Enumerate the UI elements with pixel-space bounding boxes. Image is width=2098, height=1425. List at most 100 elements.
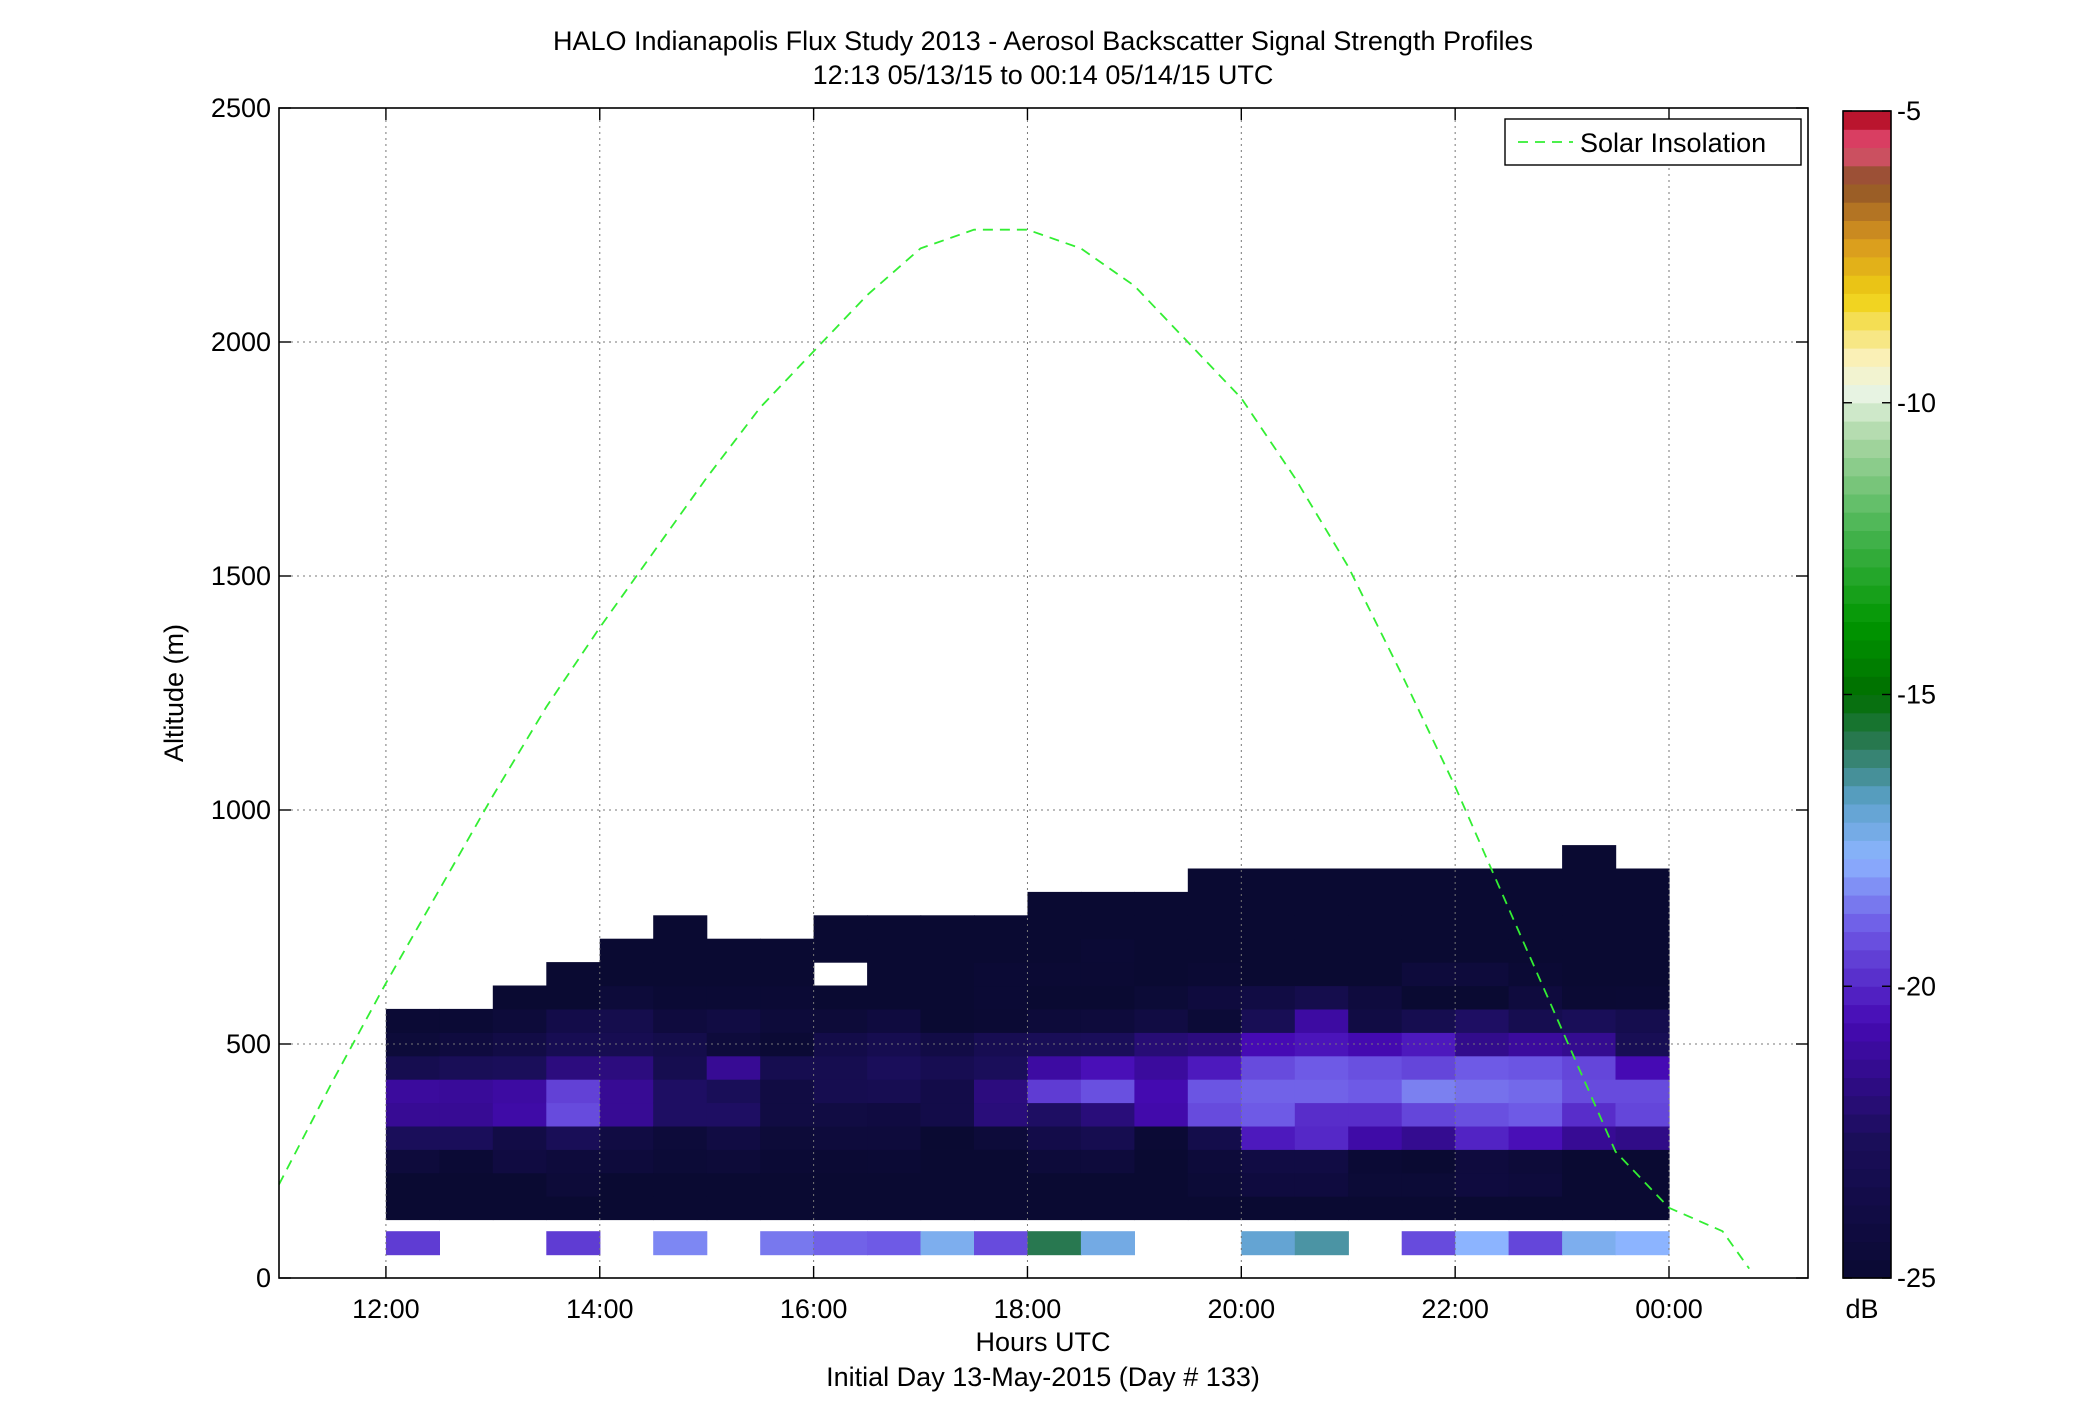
heatmap-cell	[1027, 891, 1082, 916]
heatmap-cell	[1455, 1149, 1510, 1174]
heatmap-cell	[1080, 1231, 1135, 1256]
heatmap-cell	[1615, 868, 1670, 893]
heatmap-cell	[439, 1125, 494, 1150]
heatmap-cell	[492, 1196, 547, 1221]
heatmap-cell	[1455, 891, 1510, 916]
heatmap-cell	[867, 985, 922, 1010]
heatmap-cell	[974, 1149, 1029, 1174]
heatmap-cell	[1134, 1008, 1189, 1033]
heatmap-cell	[492, 1079, 547, 1104]
heatmap-cell	[867, 962, 922, 987]
heatmap-cell	[1615, 1231, 1670, 1256]
colorbar-segment	[1843, 129, 1891, 148]
heatmap-cell	[706, 1172, 761, 1197]
heatmap-cell	[1134, 915, 1189, 940]
heatmap-cell	[1027, 1231, 1082, 1256]
heatmap-cell	[1562, 845, 1617, 870]
heatmap-cell	[439, 1172, 494, 1197]
heatmap-cell	[1080, 985, 1135, 1010]
heatmap-cell	[813, 1032, 868, 1057]
heatmap-cell	[1134, 938, 1189, 963]
heatmap-cell	[867, 1149, 922, 1174]
heatmap-cell	[385, 1172, 440, 1197]
heatmap-cell	[867, 1055, 922, 1080]
heatmap-cell	[760, 1149, 815, 1174]
heatmap-cell	[1294, 938, 1349, 963]
heatmap-cell	[1241, 1172, 1296, 1197]
legend-label-solar-insolation: Solar Insolation	[1580, 128, 1766, 158]
heatmap-cell	[974, 1196, 1029, 1221]
heatmap-cell	[1615, 915, 1670, 940]
heatmap-cell	[1080, 1196, 1135, 1221]
heatmap-cell	[1508, 962, 1563, 987]
heatmap-cell	[599, 1008, 654, 1033]
chart-title: HALO Indianapolis Flux Study 2013 - Aero…	[553, 26, 1533, 56]
heatmap-cell	[920, 985, 975, 1010]
heatmap-cell	[974, 1079, 1029, 1104]
heatmap-cell	[813, 1196, 868, 1221]
x-axis-label-secondary: Initial Day 13-May-2015 (Day # 133)	[826, 1362, 1260, 1392]
heatmap-cell	[439, 1102, 494, 1127]
heatmap-cell	[1294, 1032, 1349, 1057]
colorbar-segment	[1843, 457, 1891, 477]
heatmap-cell	[1455, 1125, 1510, 1150]
heatmap-cell	[546, 1196, 601, 1221]
y-axis-label: Altitude (m)	[159, 624, 189, 762]
x-tick-label: 16:00	[780, 1294, 848, 1324]
colorbar-segment	[1843, 676, 1891, 696]
colorbar-segment	[1843, 384, 1891, 404]
colorbar-segment	[1843, 493, 1891, 513]
heatmap-cell	[974, 1102, 1029, 1127]
colorbar-segment	[1843, 329, 1891, 349]
colorbar-segment	[1843, 1004, 1891, 1024]
heatmap-cell	[1615, 891, 1670, 916]
heatmap-cell	[1401, 1032, 1456, 1057]
heatmap-cell	[760, 985, 815, 1010]
colorbar-segment	[1843, 220, 1891, 240]
heatmap-cell	[492, 1125, 547, 1150]
heatmap-cell	[546, 962, 601, 987]
colorbar-segment	[1843, 1095, 1891, 1115]
heatmap-cell	[1241, 1125, 1296, 1150]
heatmap-cell	[1187, 1008, 1242, 1033]
colorbar-segment	[1843, 913, 1891, 933]
heatmap-cell	[1615, 1172, 1670, 1197]
heatmap-cell	[653, 1149, 708, 1174]
colorbar-segment	[1843, 931, 1891, 951]
heatmap-cell	[974, 1008, 1029, 1033]
heatmap-cell	[1134, 1196, 1189, 1221]
colorbar-segment	[1843, 348, 1891, 367]
heatmap-cell	[1241, 891, 1296, 916]
heatmap-cell	[813, 985, 868, 1010]
colorbar-segment	[1843, 293, 1891, 313]
heatmap-cell	[1562, 985, 1617, 1010]
heatmap-cell	[1401, 985, 1456, 1010]
heatmap-cell	[653, 1196, 708, 1221]
heatmap-cell	[1187, 1149, 1242, 1174]
colorbar-segment	[1843, 1022, 1891, 1042]
heatmap-cell	[1455, 1032, 1510, 1057]
heatmap-cell	[867, 1125, 922, 1150]
heatmap-cell	[1294, 1172, 1349, 1197]
colorbar-segment	[1843, 111, 1891, 130]
colorbar-tick-label: -10	[1897, 388, 1936, 418]
heatmap-cell	[1241, 1196, 1296, 1221]
heatmap-cell	[706, 1008, 761, 1033]
heatmap-cell	[1615, 1055, 1670, 1080]
heatmap-cell	[653, 1125, 708, 1150]
heatmap-cell	[760, 1008, 815, 1033]
heatmap-cell	[1348, 962, 1403, 987]
heatmap-cell	[813, 1172, 868, 1197]
heatmap-cell	[1348, 985, 1403, 1010]
heatmap-cell	[974, 1055, 1029, 1080]
heatmap-cell	[1294, 891, 1349, 916]
heatmap-cell	[599, 1079, 654, 1104]
heatmap-cell	[599, 1102, 654, 1127]
heatmap-cell	[974, 985, 1029, 1010]
heatmap-cell	[439, 1149, 494, 1174]
heatmap-cell	[920, 915, 975, 940]
heatmap-cell	[1615, 938, 1670, 963]
solar-insolation-line	[278, 228, 1750, 1270]
colorbar-segment	[1843, 949, 1891, 969]
heatmap-cell	[1562, 868, 1617, 893]
